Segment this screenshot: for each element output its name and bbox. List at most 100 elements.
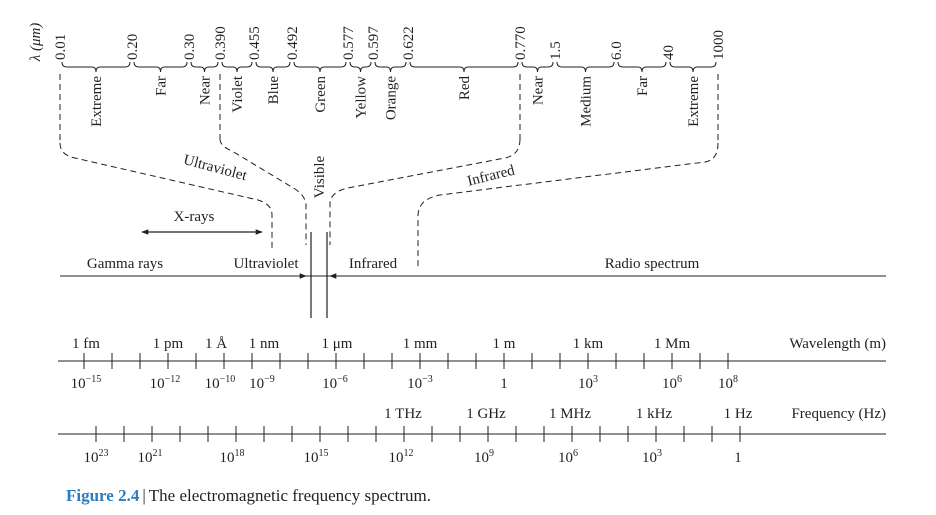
band-brace bbox=[521, 61, 554, 73]
wavelength-unit: 1 fm bbox=[72, 336, 100, 352]
wavelength-power: 10−6 bbox=[322, 374, 348, 392]
sub-band-label: Yellow bbox=[354, 76, 370, 119]
band-tick-label: 1000 bbox=[711, 30, 727, 60]
frequency-unit: 1 kHz bbox=[636, 406, 673, 422]
band-brace bbox=[669, 61, 717, 73]
frequency-unit: 1 Hz bbox=[724, 406, 753, 422]
region-xrays: X-rays bbox=[174, 209, 215, 225]
region-infrared: Infrared bbox=[349, 256, 398, 272]
band-brace bbox=[293, 61, 347, 73]
frequency-unit: 1 MHz bbox=[549, 406, 591, 422]
sub-band-label: Blue bbox=[266, 76, 282, 105]
spectrum-figure: λ (μm) 0.01 0.20 0.30 0.390 0.455 0.492 0.577 0… bbox=[28, 23, 886, 466]
wavelength-unit: 1 nm bbox=[249, 336, 280, 352]
band-guide-lines bbox=[59, 74, 719, 140]
caption-separator: | bbox=[142, 486, 146, 505]
band-tick-label: 6.0 bbox=[609, 41, 625, 60]
wavelength-power: 10−10 bbox=[205, 374, 236, 392]
group-label-visible: Visible bbox=[312, 155, 328, 198]
band-tick-label: 0.20 bbox=[125, 34, 141, 60]
band-brace bbox=[617, 61, 667, 73]
wavelength-unit: 1 pm bbox=[153, 336, 184, 352]
frequency-power: 1 bbox=[734, 450, 742, 466]
band-brace bbox=[255, 61, 291, 73]
band-tick-labels: 0.01 0.20 0.30 0.390 0.455 0.492 0.577 0.597 0.6… bbox=[53, 26, 727, 60]
sub-band-label: Extreme bbox=[89, 76, 105, 127]
figure-caption: Figure 2.4 | The electromagnetic frequency… bbox=[66, 486, 431, 506]
sub-band-label: Extreme bbox=[686, 76, 702, 127]
caption-label: Figure 2.4 bbox=[66, 486, 140, 505]
band-brace bbox=[61, 61, 131, 73]
band-brace bbox=[349, 61, 372, 73]
wavelength-power: 10−12 bbox=[150, 374, 181, 392]
wavelength-unit: 1 km bbox=[573, 336, 604, 352]
caption-text: The electromagnetic frequency spectrum. bbox=[148, 486, 432, 505]
wavelength-unit: 1 Mm bbox=[654, 336, 691, 352]
sub-band-labels: Extreme Far Near Violet Blue Green Yellow Orang… bbox=[89, 75, 702, 127]
uv-inner-connector bbox=[219, 138, 307, 245]
region-ultraviolet: Ultraviolet bbox=[234, 256, 300, 272]
frequency-power: 106 bbox=[558, 448, 578, 466]
sub-band-label: Far bbox=[635, 76, 651, 96]
band-braces bbox=[61, 61, 717, 73]
wavelength-power: 10−15 bbox=[71, 374, 102, 392]
group-label-infrared: Infrared bbox=[466, 162, 517, 189]
band-brace bbox=[556, 61, 615, 73]
region-radio: Radio spectrum bbox=[605, 256, 700, 272]
band-tick-label: 0.577 bbox=[341, 26, 357, 60]
wavelength-unit: 1 Å bbox=[205, 336, 227, 352]
frequency-power: 1015 bbox=[304, 448, 329, 466]
wavelength-scale: 1 fm 1 pm 1 Å 1 nm 1 μm 1 mm 1 m 1 km 1 Mm Wavel… bbox=[58, 336, 886, 392]
band-tick-label: 0.455 bbox=[247, 26, 263, 60]
dashed-connectors bbox=[59, 138, 719, 270]
band-brace bbox=[409, 61, 519, 73]
sub-band-label: Red bbox=[457, 76, 473, 101]
ir-outer-connector bbox=[417, 142, 719, 270]
band-tick-label: 0.01 bbox=[53, 34, 69, 60]
wavelength-title: Wavelength (m) bbox=[789, 336, 886, 352]
sub-band-label: Far bbox=[154, 76, 170, 96]
uv-connector bbox=[59, 142, 273, 252]
frequency-unit: 1 GHz bbox=[466, 406, 506, 422]
wavelength-power: 10−9 bbox=[249, 374, 275, 392]
region-gamma: Gamma rays bbox=[87, 256, 163, 272]
frequency-power: 109 bbox=[474, 448, 494, 466]
frequency-power: 1012 bbox=[389, 448, 414, 466]
group-label-ultraviolet: Ultraviolet bbox=[182, 152, 250, 184]
sub-band-label: Violet bbox=[230, 75, 246, 112]
frequency-power: 103 bbox=[642, 448, 662, 466]
ir-connector bbox=[329, 138, 521, 245]
wavelength-axis-label: λ (μm) bbox=[28, 23, 44, 63]
sub-band-label: Green bbox=[313, 76, 329, 113]
band-tick-label: 0.597 bbox=[366, 26, 382, 60]
frequency-power: 1018 bbox=[220, 448, 245, 466]
band-brace bbox=[221, 61, 253, 73]
band-tick-label: 0.390 bbox=[213, 26, 229, 60]
wavelength-unit: 1 mm bbox=[403, 336, 438, 352]
band-tick-label: 40 bbox=[661, 45, 677, 60]
frequency-scale: 1 THz 1 GHz 1 MHz 1 kHz 1 Hz Frequency (Hz) … bbox=[58, 406, 886, 466]
sub-band-label: Near bbox=[531, 76, 547, 105]
sub-band-label: Orange bbox=[384, 76, 400, 120]
band-tick-label: 0.30 bbox=[182, 34, 198, 60]
wavelength-power: 103 bbox=[578, 374, 598, 392]
wavelength-unit: 1 μm bbox=[322, 336, 353, 352]
sub-band-label: Near bbox=[198, 76, 214, 105]
wavelength-power: 10−3 bbox=[407, 374, 433, 392]
frequency-unit: 1 THz bbox=[384, 406, 422, 422]
band-tick-label: 0.770 bbox=[513, 26, 529, 60]
wavelength-power: 106 bbox=[662, 374, 682, 392]
band-tick-label: 1.5 bbox=[548, 41, 564, 60]
sub-band-label: Medium bbox=[579, 76, 595, 127]
wavelength-power: 108 bbox=[718, 374, 738, 392]
frequency-power: 1023 bbox=[84, 448, 109, 466]
band-brace bbox=[190, 61, 219, 73]
band-brace bbox=[133, 61, 188, 73]
band-tick-label: 0.622 bbox=[401, 26, 417, 60]
wavelength-power: 1 bbox=[500, 376, 508, 392]
regions: X-rays Gamma rays Ultraviolet Infrared R… bbox=[60, 209, 886, 318]
wavelength-unit: 1 m bbox=[493, 336, 516, 352]
frequency-power: 1021 bbox=[138, 448, 163, 466]
band-detail: λ (μm) 0.01 0.20 0.30 0.390 0.455 0.492 0.577 0… bbox=[28, 23, 727, 140]
frequency-title: Frequency (Hz) bbox=[791, 406, 886, 422]
